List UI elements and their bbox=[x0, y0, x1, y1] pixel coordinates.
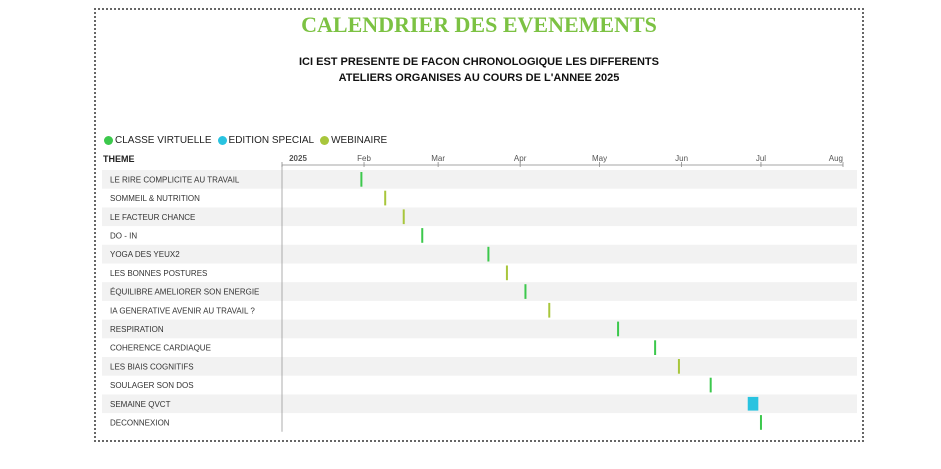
event-mark bbox=[505, 265, 508, 281]
row-band bbox=[102, 319, 857, 339]
legend-label: CLASSE VIRTUELLE bbox=[115, 135, 212, 146]
legend-item-classe-virtuelle[interactable]: CLASSE VIRTUELLE bbox=[104, 135, 212, 146]
event-mark bbox=[759, 415, 762, 430]
event-mark bbox=[487, 246, 490, 262]
theme-label: LES BIAIS COGNITIFS bbox=[110, 362, 194, 371]
legend-item-edition-special[interactable]: EDITION SPECIAL bbox=[217, 135, 315, 146]
dashboard-frame bbox=[94, 8, 864, 442]
theme-label: DO - IN bbox=[110, 231, 137, 240]
row-band bbox=[102, 282, 857, 301]
x-tick-label: Mar bbox=[431, 154, 445, 163]
x-tick-label: May bbox=[592, 154, 607, 163]
theme-label: LES BONNES POSTURES bbox=[110, 269, 207, 278]
event-mark bbox=[384, 190, 387, 206]
theme-label: IA GENERATIVE AVENIR AU TRAVAIL ? bbox=[110, 306, 255, 315]
event-mark bbox=[747, 396, 759, 411]
event-mark bbox=[421, 228, 424, 243]
theme-label: RESPIRATION bbox=[110, 325, 164, 334]
event-mark bbox=[709, 377, 712, 393]
event-mark bbox=[524, 284, 527, 299]
x-tick-label: Jul bbox=[756, 154, 766, 163]
row-band bbox=[102, 244, 857, 264]
theme-label: LE FACTEUR CHANCE bbox=[110, 213, 195, 222]
theme-label: LE RIRE COMPLICITE AU TRAVAIL bbox=[110, 175, 240, 184]
event-mark bbox=[360, 172, 363, 187]
theme-label: SOMMEIL & NUTRITION bbox=[110, 194, 200, 203]
theme-column-header: THEME bbox=[103, 154, 135, 164]
theme-label: YOGA DES YEUX2 bbox=[110, 250, 180, 259]
event-mark bbox=[402, 209, 405, 225]
event-mark bbox=[654, 340, 657, 355]
x-tick-label: Apr bbox=[514, 154, 527, 163]
legend-label: WEBINAIRE bbox=[331, 135, 388, 146]
x-tick-label: 2025 bbox=[289, 154, 307, 163]
chart-legend: CLASSE VIRTUELLE EDITION SPECIAL WEBINAI… bbox=[104, 135, 389, 146]
row-band bbox=[102, 207, 857, 227]
x-tick-label: Jun bbox=[675, 154, 688, 163]
theme-label: SOULAGER SON DOS bbox=[110, 381, 194, 390]
legend-dot-icon bbox=[104, 136, 113, 145]
subtitle-line-1: ICI EST PRESENTE DE FACON CHRONOLOGIQUE … bbox=[299, 56, 659, 68]
event-mark bbox=[677, 359, 680, 374]
legend-label: EDITION SPECIAL bbox=[228, 135, 315, 146]
x-tick-label: Aug bbox=[829, 154, 843, 163]
theme-label: DECONNEXION bbox=[110, 418, 170, 427]
theme-label: COHERENCE CARDIAQUE bbox=[110, 344, 211, 353]
row-band bbox=[102, 357, 857, 376]
row-band bbox=[102, 170, 857, 189]
subtitle-line-2: ATELIERS ORGANISES AU COURS DE L'ANNEE 2… bbox=[338, 72, 620, 84]
theme-label: ÉQUILIBRE AMELIORER SON ENERGIE bbox=[110, 288, 259, 297]
row-band bbox=[102, 394, 857, 414]
page-title: CALENDRIER DES EVENEMENTS bbox=[301, 12, 657, 37]
event-mark bbox=[548, 302, 551, 318]
theme-label: SEMAINE QVCT bbox=[110, 400, 171, 409]
legend-item-webinaire[interactable]: WEBINAIRE bbox=[320, 135, 387, 146]
event-mark bbox=[617, 321, 620, 337]
x-tick-label: Feb bbox=[357, 154, 371, 163]
legend-dot-icon bbox=[320, 136, 330, 145]
legend-dot-icon bbox=[217, 136, 227, 145]
